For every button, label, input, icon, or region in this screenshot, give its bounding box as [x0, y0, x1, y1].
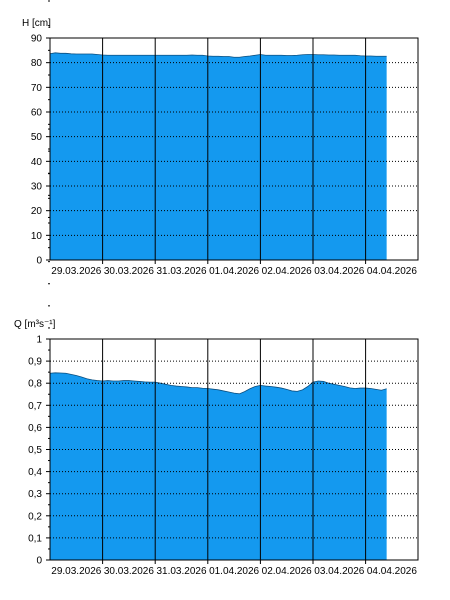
- h-tick-label-x: 01.04.2026: [209, 266, 259, 277]
- q-tick-label-x: 29.03.2026: [51, 566, 101, 577]
- h-area-series: [50, 52, 387, 260]
- h-plot-frame: [49, 37, 419, 261]
- q-tick-label-y: 0,5: [28, 445, 42, 456]
- h-tick-label-x: 03.04.2026: [314, 266, 364, 277]
- h-tick-label-x: 04.04.2026: [367, 266, 417, 277]
- h-tick-label-x: 31.03.2026: [156, 266, 206, 277]
- q-tick-label-y: 0,8: [28, 379, 42, 390]
- q-tick-label-y: 0,3: [28, 489, 42, 500]
- h-tick-label-x: 02.04.2026: [262, 266, 312, 277]
- q-tick-label-y: 0,6: [28, 423, 42, 434]
- q-tick-label-x: 03.04.2026: [314, 566, 364, 577]
- q-tick-label-x: 31.03.2026: [156, 566, 206, 577]
- q-tick-label-x: 04.04.2026: [367, 566, 417, 577]
- h-tick-label-y: 20: [31, 206, 43, 217]
- q-axis-title: Q [m³s⁻¹]: [14, 319, 56, 330]
- q-tick-label-y: 0,7: [28, 401, 42, 412]
- q-tick-label-y: 0,1: [28, 533, 42, 544]
- h-axis-title: H [cm]: [22, 18, 51, 29]
- q-area-series: [50, 372, 387, 560]
- h-tick-label-y: 10: [31, 231, 43, 242]
- q-tick-label-y: 0,4: [28, 467, 42, 478]
- h-tick-label-y: 60: [31, 108, 43, 119]
- h-area-outline: [49, 52, 387, 58]
- h-tick-label-y: 40: [31, 157, 43, 168]
- h-tick-label-y: 80: [31, 58, 43, 69]
- h-tick-label-x: 30.03.2026: [104, 266, 154, 277]
- q-tick-label-y: 0,2: [28, 511, 42, 522]
- q-tick-label-x: 30.03.2026: [104, 566, 154, 577]
- h-tick-label-x: 29.03.2026: [51, 266, 101, 277]
- h-tick-label-y: 90: [31, 34, 43, 45]
- q-tick-label-x: 02.04.2026: [262, 566, 312, 577]
- h-tick-label-y: 70: [31, 83, 43, 94]
- q-tick-label-y: 0: [36, 556, 42, 567]
- h-tick-label-y: 0: [36, 256, 42, 267]
- q-area-outline: [49, 372, 387, 395]
- q-tick-label-x: 01.04.2026: [209, 566, 259, 577]
- h-tick-label-y: 50: [31, 132, 43, 143]
- q-tick-label-y: 0,9: [28, 357, 42, 368]
- h-chart: 0 10 20 30 40 50 60 70 80 90 29.03.2026 30.03.2026 3…: [31, 0, 419, 277]
- q-plot-frame: [49, 338, 419, 561]
- q-tick-label-y: 1: [36, 335, 42, 346]
- h-tick-label-y: 30: [31, 182, 43, 193]
